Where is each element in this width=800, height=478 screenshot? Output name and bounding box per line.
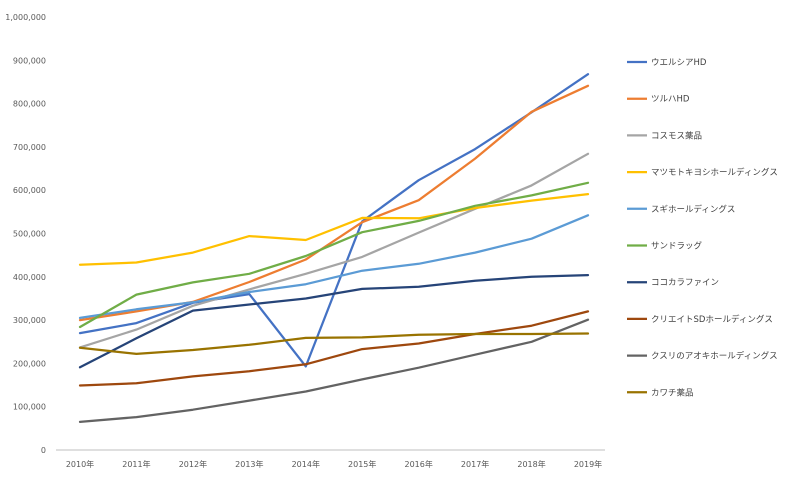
y-tick-label: 1,000,000 bbox=[5, 13, 46, 22]
x-tick-label: 2012年 bbox=[179, 459, 207, 469]
x-tick-label: 2019年 bbox=[574, 459, 602, 469]
legend-label: マツモトキヨシホールディングス bbox=[651, 167, 778, 178]
y-tick-label: 0 bbox=[41, 446, 46, 455]
legend-label: ツルハHD bbox=[651, 95, 690, 105]
y-tick-label: 600,000 bbox=[13, 186, 46, 195]
series-line-4 bbox=[78, 192, 590, 266]
series-line-9 bbox=[78, 318, 590, 424]
y-tick-label: 700,000 bbox=[13, 143, 46, 152]
series-lines bbox=[78, 73, 590, 424]
y-tick-label: 300,000 bbox=[13, 316, 46, 325]
legend-label: サンドラッグ bbox=[651, 241, 703, 252]
legend-label: ココカラファイン bbox=[651, 278, 719, 288]
x-tick-label: 2018年 bbox=[517, 459, 545, 469]
series-line-5 bbox=[78, 214, 590, 320]
y-tick-label: 200,000 bbox=[13, 359, 46, 368]
series-line-8 bbox=[78, 310, 590, 387]
legend-label: コスモス薬品 bbox=[651, 130, 702, 141]
y-tick-label: 100,000 bbox=[13, 403, 46, 412]
legend: ウエルシアHD ツルハHD コスモス薬品マツモトキヨシホールディングススギホールディ… bbox=[627, 58, 778, 398]
x-tick-label: 2015年 bbox=[348, 459, 376, 469]
x-tick-label: 2013年 bbox=[235, 459, 263, 469]
x-tick-label: 2017年 bbox=[461, 459, 489, 469]
y-tick-label: 900,000 bbox=[13, 56, 46, 65]
y-tick-label: 400,000 bbox=[13, 273, 46, 282]
series-line-10 bbox=[78, 332, 590, 356]
series-line-7 bbox=[78, 273, 590, 369]
y-tick-label: 800,000 bbox=[13, 100, 46, 109]
x-axis-ticks: 2010年 2011年 2012年 2013年 2014年 2015年 2016年 2017年… bbox=[66, 459, 602, 469]
x-tick-label: 2011年 bbox=[122, 459, 150, 469]
x-tick-label: 2010年 bbox=[66, 459, 94, 469]
y-axis-ticks: 0 100,000 200,000 300,000 400,000 500,000 600,… bbox=[5, 13, 46, 455]
legend-label: クスリのアオキホールディングス bbox=[651, 351, 778, 362]
legend-label: ウエルシアHD bbox=[651, 58, 707, 68]
legend-label: クリエイトSDホールディングス bbox=[651, 314, 773, 325]
legend-label: カワチ薬品 bbox=[651, 387, 694, 398]
legend-label: スギホールディングス bbox=[651, 204, 735, 215]
y-tick-label: 500,000 bbox=[13, 230, 46, 239]
x-tick-label: 2016年 bbox=[404, 459, 432, 469]
series-line-6 bbox=[78, 181, 590, 329]
x-tick-label: 2014年 bbox=[292, 459, 320, 469]
series-line-3 bbox=[78, 152, 590, 349]
